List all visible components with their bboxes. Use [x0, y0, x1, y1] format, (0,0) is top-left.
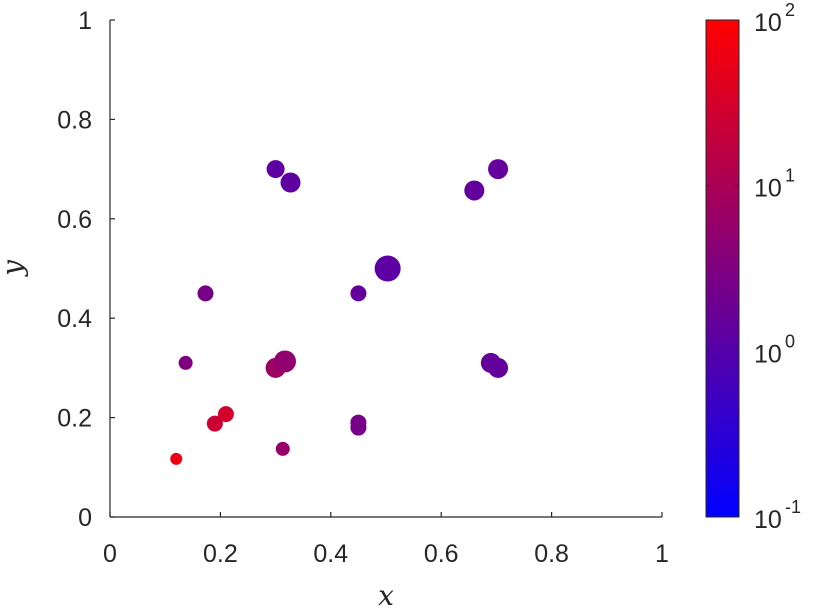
scatter-point — [273, 350, 296, 373]
scatter-point — [280, 172, 301, 193]
colorbar-tick-exponent: -1 — [785, 497, 801, 517]
scatter-point — [275, 441, 290, 456]
scatter-point — [488, 159, 509, 180]
y-tick-label: 0.6 — [57, 206, 92, 234]
plot-axes — [109, 20, 662, 518]
scatter-points — [170, 159, 509, 465]
x-tick-label: 0.8 — [534, 540, 569, 568]
y-tick-label: 0.8 — [57, 106, 92, 134]
x-tick-label: 0.4 — [313, 540, 348, 568]
colorbar-tick-label: 10 — [754, 9, 782, 37]
scatter-point — [266, 160, 285, 179]
scatter-point — [178, 355, 193, 370]
x-ticks: 0 0.2 0.4 0.6 0.8 1 — [103, 512, 669, 568]
scatter-point — [350, 419, 367, 436]
x-tick-label: 0.6 — [424, 540, 459, 568]
scatter-point — [350, 285, 367, 302]
colorbar-tick-label: 10 — [754, 340, 782, 368]
colorbar-tick-label: 10 — [754, 175, 782, 203]
colorbar-tick-exponent: 0 — [785, 331, 795, 351]
y-tick-label: 0.4 — [57, 305, 92, 333]
scatter-point — [197, 285, 214, 302]
scatter-point — [206, 415, 223, 432]
y-tick-label: 0 — [78, 504, 92, 532]
x-axis-label: x — [378, 579, 394, 612]
scatter-point — [488, 357, 509, 378]
x-tick-label: 0.2 — [203, 540, 238, 568]
colorbar-tick-exponent: 1 — [785, 166, 795, 186]
x-tick-label: 1 — [655, 540, 669, 568]
colorbar-tick-exponent: 2 — [785, 0, 795, 20]
y-tick-label: 0.2 — [57, 405, 92, 433]
scatter-point — [217, 406, 234, 423]
colorbar-gradient — [705, 19, 740, 518]
y-tick-label: 1 — [78, 7, 92, 35]
y-ticks: 0 0.2 0.4 0.6 0.8 1 — [57, 7, 115, 532]
x-tick-label: 0 — [103, 540, 117, 568]
scatter-point — [170, 452, 183, 465]
colorbar-tick-label: 10 — [754, 506, 782, 534]
scatter-point — [464, 180, 485, 201]
y-axis-label: y — [0, 259, 29, 278]
scatter-point — [374, 255, 401, 282]
